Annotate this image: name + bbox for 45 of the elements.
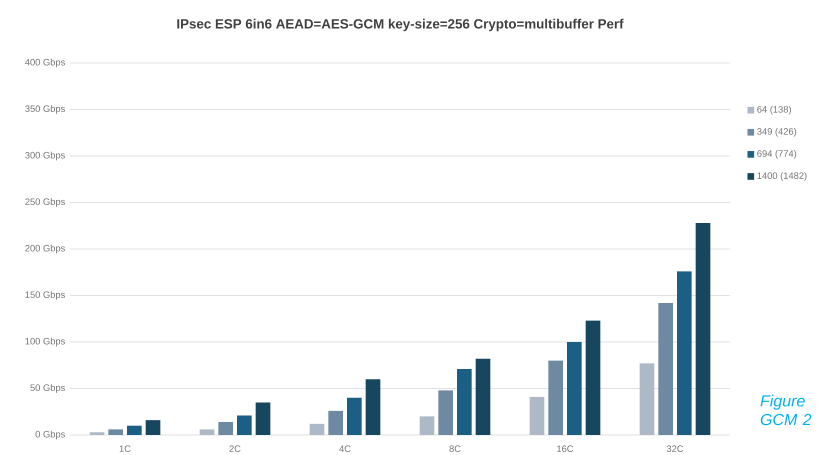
- x-tick-label: 16C: [557, 445, 574, 452]
- bar: [218, 422, 234, 435]
- x-tick-label: 2C: [230, 445, 241, 452]
- bar: [108, 429, 124, 435]
- legend-label: 64 (138): [757, 106, 791, 114]
- bar: [548, 360, 563, 435]
- legend-label: 1400 (1482): [758, 172, 807, 181]
- bar: [328, 410, 343, 435]
- y-tick-label: 300 Gbps: [25, 152, 65, 160]
- y-tick-label: 50 Gbps: [30, 384, 65, 393]
- bar: [567, 342, 582, 435]
- bar: [127, 426, 142, 435]
- x-tick-label: 32C: [666, 445, 684, 452]
- bar: [146, 420, 160, 435]
- bar: [90, 432, 104, 435]
- bar: [476, 358, 490, 435]
- bar: [677, 271, 692, 435]
- text: Figure GCM 2: [760, 394, 812, 426]
- bar: [366, 379, 380, 435]
- y-tick-label: 250 Gbps: [25, 198, 65, 207]
- bar: [256, 402, 270, 435]
- bar: [347, 398, 362, 435]
- y-tick-label: 400 Gbps: [25, 58, 65, 68]
- x-tick-label: 1C: [120, 445, 131, 452]
- y-tick-label: 100 Gbps: [26, 338, 65, 346]
- x-tick-label: 4C: [339, 445, 351, 452]
- bar: [237, 415, 252, 435]
- legend-label: 349 (426): [757, 128, 796, 137]
- y-tick-label: 350 Gbps: [25, 105, 65, 114]
- y-tick-label: 0 Gbps: [36, 430, 65, 440]
- bar: [530, 396, 544, 435]
- bar: [420, 416, 434, 435]
- bar: [457, 368, 472, 435]
- x-tick-label: 8C: [449, 445, 461, 452]
- legend-label: 694 (774): [757, 150, 796, 159]
- bar: [696, 222, 710, 435]
- bar: [200, 429, 214, 435]
- bar: [640, 363, 654, 435]
- bar: [438, 390, 454, 435]
- bar: [658, 302, 673, 435]
- bar: [586, 320, 600, 435]
- bar: [310, 424, 324, 435]
- y-tick-label: 200 Gbps: [25, 244, 65, 254]
- chart-title: IPsec ESP 6in6 AEAD=AES-GCM key-size=256 Crypto=multibuffer Perf: [177, 18, 624, 32]
- y-tick-label: 150 Gbps: [26, 291, 65, 300]
